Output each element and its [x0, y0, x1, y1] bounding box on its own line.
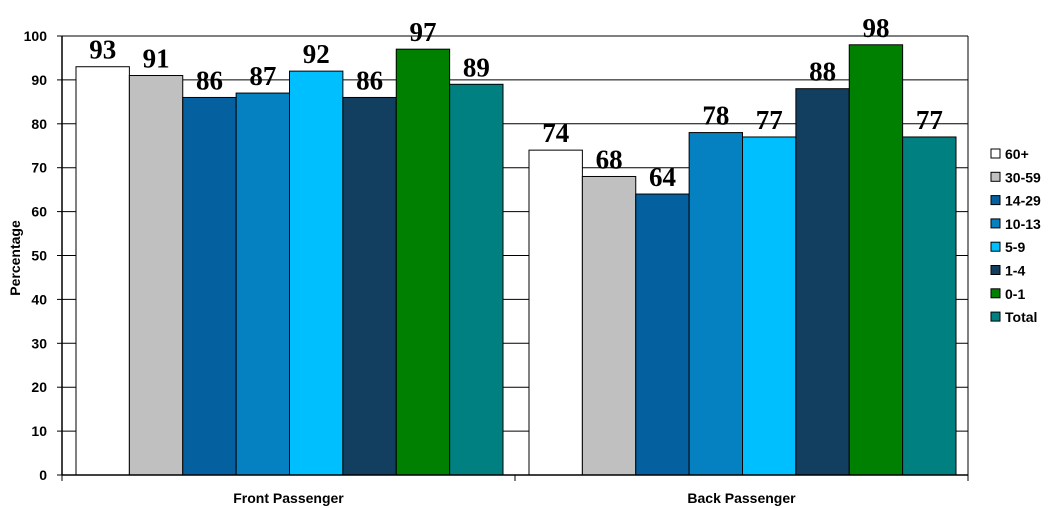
legend-label: 10-13 — [1005, 216, 1041, 232]
data-label: 86 — [356, 65, 383, 95]
bar-5-9-1 — [742, 136, 797, 476]
y-tick-label: 20 — [31, 379, 47, 395]
bar-10-13-1 — [688, 132, 743, 476]
bar-10-13-0 — [235, 92, 290, 476]
data-label: 78 — [702, 101, 729, 131]
y-tick-label: 70 — [31, 160, 47, 176]
bar-14-29-1 — [635, 193, 690, 476]
legend-swatch — [990, 218, 1001, 229]
legend-swatch — [990, 171, 1001, 182]
data-label: 89 — [463, 52, 490, 82]
legend-swatch — [990, 265, 1001, 275]
y-tick-label: 40 — [31, 291, 47, 307]
legend-label: 30-59 — [1005, 169, 1041, 185]
bar-0-1-1 — [848, 44, 904, 476]
bar-5-9-0 — [289, 70, 344, 476]
data-label: 92 — [303, 39, 330, 69]
data-label: 98 — [862, 13, 889, 43]
bar-0-1-0 — [395, 48, 451, 476]
legend-label: 60+ — [1005, 146, 1029, 162]
data-label: 64 — [649, 162, 676, 192]
bar-30-59-0 — [128, 75, 184, 476]
y-axis-label: Percentage — [7, 220, 23, 296]
legend-label: 5-9 — [1005, 239, 1025, 255]
data-label: 97 — [409, 17, 436, 47]
legend-swatch — [990, 241, 1001, 252]
legend-label: 14-29 — [1005, 193, 1041, 209]
legend-label: 1-4 — [1005, 263, 1025, 279]
legend-swatch — [990, 311, 1001, 322]
legend: 60+ 30-59 14-29 10-13 5-9 1-4 0-1 Total — [990, 146, 1041, 325]
bar-total-1 — [902, 136, 957, 476]
bar-1-4-0 — [342, 96, 397, 476]
x-category-label: Front Passenger — [233, 490, 344, 506]
data-labels: 93 91 86 87 92 86 97 89 74 68 64 78 77 88 98 77 — [89, 13, 943, 192]
data-label: 74 — [542, 118, 569, 148]
data-label: 91 — [143, 44, 170, 74]
bars — [75, 44, 957, 476]
data-label: 93 — [89, 35, 116, 65]
bar-60--1 — [528, 149, 583, 476]
data-label: 88 — [809, 57, 836, 87]
bar-1-4-1 — [795, 88, 850, 476]
bar-30-59-1 — [581, 175, 637, 476]
y-tick-label: 100 — [24, 28, 48, 44]
legend-label: 0-1 — [1005, 286, 1025, 302]
y-tick-label: 0 — [39, 467, 47, 483]
data-label: 77 — [916, 105, 943, 135]
data-label: 77 — [756, 105, 783, 135]
y-tick-label: 80 — [31, 116, 47, 132]
y-tick-label: 10 — [31, 423, 47, 439]
data-label: 68 — [596, 144, 623, 174]
x-category-labels: Front Passenger Back Passenger — [233, 490, 796, 506]
axes — [57, 35, 969, 481]
y-tick-labels: 0 10 20 30 40 50 60 70 80 90 100 — [24, 28, 48, 483]
bar-total-0 — [449, 83, 504, 476]
data-label: 87 — [249, 61, 276, 91]
legend-swatch — [990, 148, 1001, 159]
x-category-label: Back Passenger — [687, 490, 796, 506]
bar-60--0 — [75, 66, 130, 476]
y-tick-label: 50 — [31, 248, 47, 264]
legend-label: Total — [1005, 309, 1037, 325]
bar-14-29-0 — [182, 96, 237, 476]
y-tick-label: 60 — [31, 204, 47, 220]
legend-swatch — [990, 195, 1001, 206]
y-tick-label: 30 — [31, 335, 47, 351]
legend-swatch — [990, 288, 1001, 299]
data-label: 86 — [196, 65, 223, 95]
y-tick-label: 90 — [31, 72, 47, 88]
